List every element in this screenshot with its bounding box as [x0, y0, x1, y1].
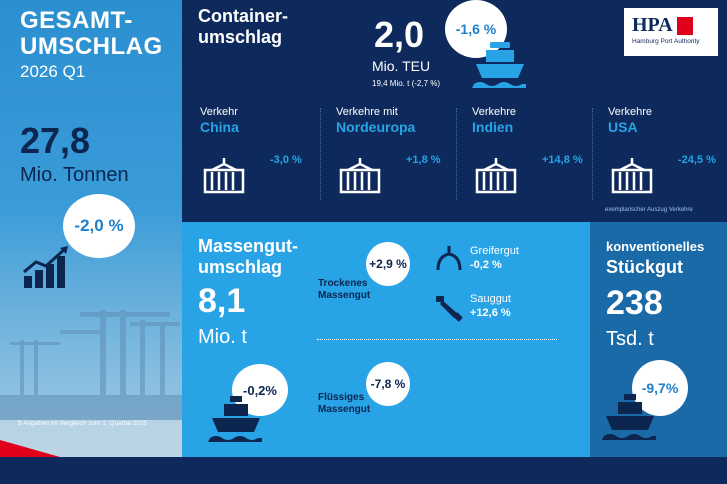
general-cargo-value: 238	[606, 284, 663, 322]
dry-bulk-label: Trockenes Massengut	[318, 278, 371, 301]
traffic-usa: Verkehre USA -24,5 %	[608, 106, 727, 202]
suction-icon	[436, 296, 463, 322]
liquid-bulk-label: Flüssiges Massengut	[318, 392, 371, 415]
container-panel: Container- umschlag 2,0 Mio. TEU 19,4 Mi…	[182, 0, 727, 222]
hpa-logo: HPA Hamburg Port Authority	[624, 8, 718, 56]
divider	[317, 339, 557, 340]
red-accent-bar	[0, 440, 60, 457]
container-unit: Mio. TEU	[372, 58, 431, 74]
container-icon	[339, 158, 381, 194]
divider	[592, 108, 593, 200]
ship-icon	[602, 394, 656, 440]
suction-text: Sauggut +12,6 %	[470, 293, 511, 319]
total-throughput-value: 27,8	[20, 120, 91, 161]
traffic-china: Verkehr China -3,0 %	[200, 106, 328, 202]
container-change-badge: -1,6 %	[445, 0, 507, 58]
liquid-bulk-change-badge: -7,8 %	[366, 362, 410, 406]
general-cargo-unit: Tsd. t	[606, 328, 654, 350]
port-cranes-image	[0, 310, 182, 457]
container-title: Container- umschlag	[198, 6, 288, 47]
footer-bar	[0, 457, 727, 484]
growth-chart-icon	[23, 246, 68, 288]
total-throughput-panel: GESAMT- UMSCHLAG 2026 Q1 27,8 Mio. Tonne…	[0, 0, 182, 457]
grab-icon	[436, 246, 462, 271]
general-cargo-title: konventionelles Stückgut	[606, 239, 705, 277]
general-cargo-panel: konventionelles Stückgut 238 Tsd. t -9,7…	[590, 222, 727, 457]
container-value: 2,0	[374, 14, 425, 55]
grab-text: Greifergut -0,2 %	[470, 245, 519, 271]
traffic-northern-europe: Verkehre mit Nordeuropa +1,8 %	[336, 106, 464, 202]
bulk-panel: Massengut- umschlag 8,1 Mio. t -0,2% +2,…	[182, 222, 590, 457]
container-ship-icon	[472, 42, 526, 88]
divider	[320, 108, 321, 200]
bulk-value: 8,1	[198, 282, 246, 320]
ship-icon	[208, 396, 262, 442]
bulk-title: Massengut- umschlag	[198, 236, 299, 277]
footnote: $ Angaben im Vergleich zum 1. Quartal 20…	[18, 420, 147, 427]
hamburg-flag-icon	[676, 16, 693, 35]
total-throughput-unit: Mio. Tonnen	[20, 164, 129, 186]
period-label: 2026 Q1	[20, 62, 86, 81]
total-throughput-title: GESAMT- UMSCHLAG	[20, 7, 163, 60]
container-sub: 19,4 Mio. t (-2,7 %)	[372, 79, 441, 88]
traffic-note: exemplarischer Auszug Verkehre	[605, 207, 693, 213]
container-icon	[475, 158, 517, 194]
bulk-unit: Mio. t	[198, 326, 247, 348]
total-change-badge: -2,0 %	[63, 194, 135, 258]
divider	[456, 108, 457, 200]
container-icon	[611, 158, 653, 194]
dry-bulk-change-badge: +2,9 %	[366, 242, 410, 286]
container-icon	[203, 158, 245, 194]
traffic-india: Verkehre Indien +14,8 %	[472, 106, 600, 202]
